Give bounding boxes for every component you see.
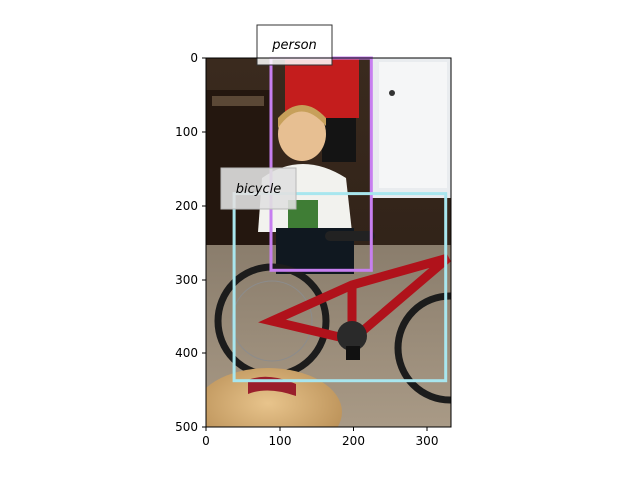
y-tick-label: 300 — [175, 273, 198, 287]
y-tick-label: 200 — [175, 199, 198, 213]
bicycle-box — [232, 192, 448, 383]
photo — [206, 58, 451, 427]
axes-frame — [205, 57, 452, 428]
x-tick-label: 100 — [269, 434, 292, 448]
x-tick-label: 300 — [416, 434, 439, 448]
y-tick-label: 500 — [175, 420, 198, 434]
svg-text:bicycle: bicycle — [236, 182, 281, 197]
x-tick-label: 200 — [342, 434, 365, 448]
x-axis: 0 100 200 300 — [202, 427, 438, 448]
y-tick-label: 400 — [175, 346, 198, 360]
bicycle-label: bicycle — [220, 167, 297, 210]
y-tick-label: 0 — [190, 51, 198, 65]
x-tick-label: 0 — [202, 434, 210, 448]
person-label: person — [256, 24, 333, 66]
y-axis: 0 100 200 300 400 500 — [175, 51, 206, 434]
svg-text:person: person — [271, 38, 317, 53]
y-tick-label: 100 — [175, 125, 198, 139]
